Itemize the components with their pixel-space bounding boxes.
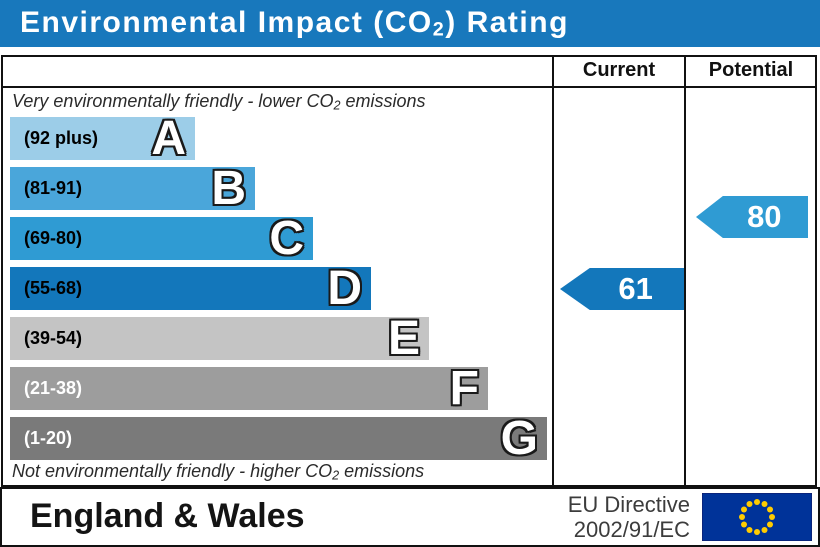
column-divider-potential xyxy=(684,55,686,487)
band-row-a: (92 plus) A xyxy=(10,112,195,165)
chart-title-subscript: 2 xyxy=(432,18,446,41)
band-letter: B xyxy=(211,162,246,215)
column-header-potential: Potential xyxy=(708,59,794,81)
note-bottom-subscript: 2 xyxy=(332,468,340,483)
eu-directive-line1: EU Directive xyxy=(567,492,690,517)
note-lower-emissions: Very environmentally friendly - lower CO… xyxy=(12,91,426,113)
current-rating-value: 61 xyxy=(618,271,653,306)
chart-title-text: Environmental Impact (CO xyxy=(20,6,433,39)
footer-bar: England & Wales EU Directive 2002/91/EC xyxy=(0,487,820,547)
band-range-label: (1-20) xyxy=(24,428,73,448)
band-range-label: (92 plus) xyxy=(24,128,99,148)
note-bottom-text: Not environmentally friendly - higher CO xyxy=(12,461,333,481)
band-row-e: (39-54) E xyxy=(10,312,429,365)
band-row-d: (55-68) D xyxy=(10,262,371,315)
band-range-label: (39-54) xyxy=(24,328,83,348)
note-top-text: Very environmentally friendly - lower CO xyxy=(12,91,334,111)
note-top-subscript: 2 xyxy=(333,98,341,113)
band-range-label: (21-38) xyxy=(24,378,83,398)
column-header-current: Current xyxy=(582,59,656,81)
band-letter: D xyxy=(327,262,362,315)
note-bottom-suffix: emissions xyxy=(339,461,425,481)
header-divider xyxy=(1,86,817,88)
note-top-suffix: emissions xyxy=(340,91,426,111)
potential-rating-value: 80 xyxy=(747,199,782,234)
column-divider-current xyxy=(552,55,554,487)
band-letter: G xyxy=(500,412,538,465)
eu-directive-line2: 2002/91/EC xyxy=(573,517,690,542)
eu-flag-icon xyxy=(702,493,812,541)
band-row-c: (69-80) C xyxy=(10,212,313,265)
band-range-label: (55-68) xyxy=(24,278,83,298)
note-higher-emissions: Not environmentally friendly - higher CO… xyxy=(12,461,424,483)
band-range-label: (81-91) xyxy=(24,178,83,198)
current-rating-arrow: 61 xyxy=(560,268,684,310)
band-letter: F xyxy=(449,362,479,415)
eu-directive-label: EU Directive 2002/91/EC xyxy=(568,492,690,542)
chart-title-suffix: ) Rating xyxy=(445,6,569,39)
region-label: England & Wales xyxy=(30,497,305,535)
band-letter: C xyxy=(269,212,304,265)
band-range-label: (69-80) xyxy=(24,228,83,248)
chart-title: Environmental Impact (CO2) Rating xyxy=(0,0,820,47)
band-row-g: (1-20) G xyxy=(10,412,547,465)
band-row-b: (81-91) B xyxy=(10,162,255,215)
potential-rating-arrow: 80 xyxy=(696,196,808,238)
band-letter: A xyxy=(151,112,186,165)
band-row-f: (21-38) F xyxy=(10,362,488,415)
band-letter: E xyxy=(387,312,420,365)
